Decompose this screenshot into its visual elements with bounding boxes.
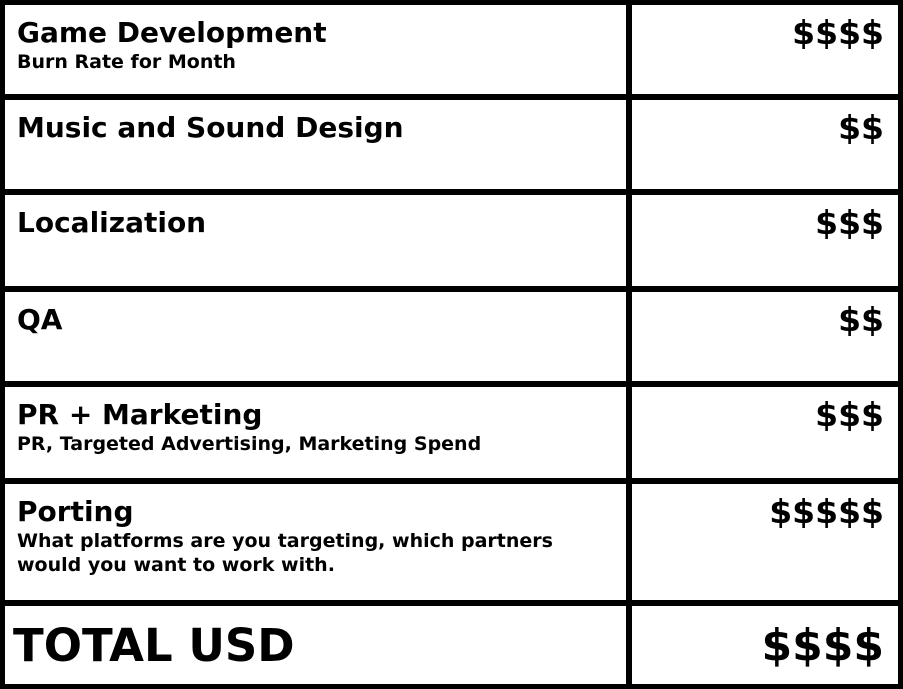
row-subtitle: Burn Rate for Month — [17, 51, 236, 74]
row-music-sound-label-cell: Music and Sound Design — [5, 100, 626, 189]
cost-value: $$$$ — [792, 13, 884, 52]
cost-value: $$ — [838, 108, 884, 147]
row-game-development-label-cell: Game Development Burn Rate for Month — [5, 5, 626, 94]
row-qa-label-cell: QA — [5, 292, 626, 381]
total-cost-value: $$$$ — [761, 619, 884, 671]
total-label: TOTAL USD — [13, 618, 295, 672]
row-qa-cost-cell: $$ — [632, 292, 898, 381]
row-title: QA — [17, 303, 63, 336]
row-pr-marketing-cost-cell: $$$ — [632, 387, 898, 478]
cost-value: $$$ — [815, 203, 884, 242]
row-porting-label-cell: Porting What platforms are you targeting… — [5, 484, 626, 600]
total-label-cell: TOTAL USD — [5, 606, 626, 684]
row-porting-cost-cell: $$$$$ — [632, 484, 898, 600]
row-title: PR + Marketing — [17, 398, 263, 431]
total-cost-cell: $$$$ — [632, 606, 898, 684]
cost-value: $$$ — [815, 395, 884, 434]
row-game-development-cost-cell: $$$$ — [632, 5, 898, 94]
row-music-sound-cost-cell: $$ — [632, 100, 898, 189]
row-title: Music and Sound Design — [17, 111, 404, 144]
row-localization-cost-cell: $$$ — [632, 195, 898, 286]
row-title: Game Development — [17, 16, 327, 49]
row-pr-marketing-label-cell: PR + Marketing PR, Targeted Advertising,… — [5, 387, 626, 478]
row-subtitle: What platforms are you targeting, which … — [17, 530, 553, 576]
row-subtitle: PR, Targeted Advertising, Marketing Spen… — [17, 433, 482, 456]
row-title: Porting — [17, 495, 134, 528]
cost-value: $$ — [838, 300, 884, 339]
row-title: Localization — [17, 206, 207, 239]
cost-value: $$$$$ — [769, 492, 884, 531]
row-localization-label-cell: Localization — [5, 195, 626, 286]
